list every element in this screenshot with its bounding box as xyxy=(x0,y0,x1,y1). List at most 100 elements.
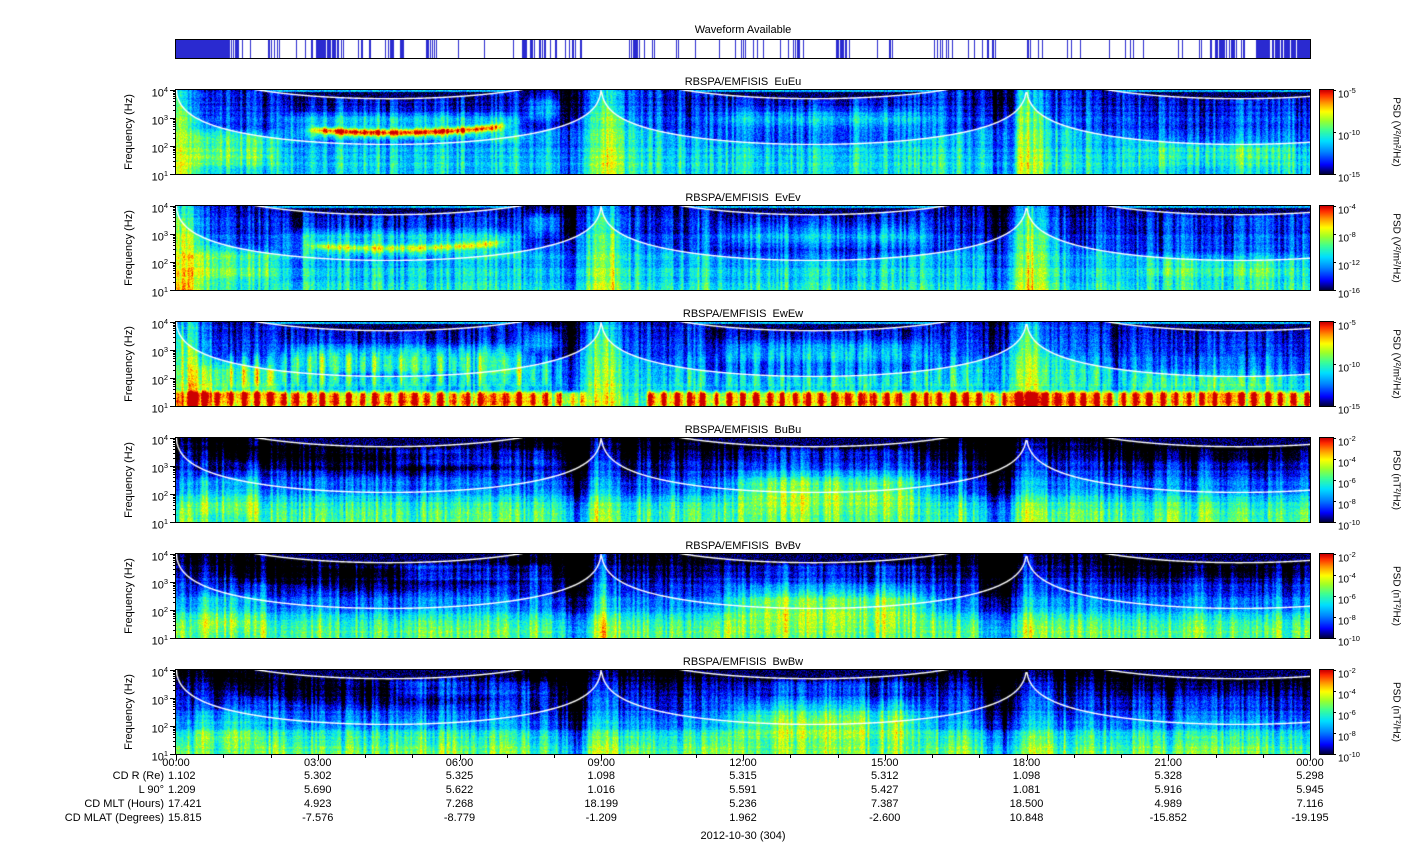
y-minor-tick-mark xyxy=(173,119,176,121)
y-tick-mark xyxy=(170,522,176,523)
power-exponent: -4 xyxy=(1349,455,1356,464)
colorbar-tick-mark xyxy=(1333,90,1336,91)
y-tick-mark xyxy=(170,438,176,439)
y-minor-tick-mark xyxy=(173,92,176,94)
ephemeris-value: 7.116 xyxy=(1296,798,1324,810)
colorbar-tick-mark xyxy=(1333,670,1336,671)
colorbar-tick-mark xyxy=(1333,459,1336,460)
ephemeris-value: 5.302 xyxy=(303,770,332,782)
colorbar-BvBv xyxy=(1319,553,1334,639)
spectrogram-canvas-EuEu xyxy=(176,90,1310,174)
y-minor-tick-mark xyxy=(173,712,176,714)
ephemeris-row-label: L 90° xyxy=(138,784,164,796)
power-exponent: -10 xyxy=(1349,750,1360,759)
y-minor-tick-mark xyxy=(173,122,176,124)
x-axis-tick-mark xyxy=(1310,755,1311,760)
y-minor-tick-mark xyxy=(173,616,176,618)
y-minor-tick-mark xyxy=(173,351,176,353)
power-exponent: 3 xyxy=(163,113,168,122)
y-minor-tick-mark xyxy=(173,225,176,227)
ephemeris-value: 5.945 xyxy=(1296,784,1324,796)
y-minor-tick-mark xyxy=(173,590,176,592)
x-axis-minor-tick-mark xyxy=(1262,755,1264,758)
y-minor-tick-mark xyxy=(173,583,176,585)
power-base: 10 xyxy=(151,723,164,736)
y-minor-tick-mark xyxy=(173,238,176,240)
colorbar-tick-mark xyxy=(1333,554,1336,555)
y-minor-tick-mark xyxy=(173,671,176,673)
power-exponent: -5 xyxy=(1349,318,1356,327)
y-minor-tick-mark xyxy=(173,380,176,382)
y-tick-mark xyxy=(170,262,176,263)
colorbar-canvas-BwBw xyxy=(1320,670,1333,754)
spectrogram-plot-EuEu xyxy=(175,89,1311,175)
waveform-availability-bar xyxy=(175,39,1311,59)
y-minor-tick-mark xyxy=(173,704,176,706)
y-minor-tick-mark xyxy=(173,737,176,739)
colorbar-tick-mark xyxy=(1333,174,1336,175)
power-base: 10 xyxy=(1338,669,1350,681)
power-exponent: 4 xyxy=(163,85,168,94)
power-exponent: -10 xyxy=(1349,634,1360,643)
y-minor-tick-mark xyxy=(173,124,176,126)
colorbar-BwBw xyxy=(1319,669,1334,755)
y-minor-tick-mark xyxy=(173,485,176,487)
panel-title-EuEu: RBSPA/EMFISIS EuEu xyxy=(684,76,802,88)
y-minor-tick-mark xyxy=(173,98,176,100)
y-minor-tick-mark xyxy=(173,330,176,332)
spectrogram-plot-BwBw xyxy=(175,669,1311,755)
x-axis-minor-tick-mark xyxy=(365,755,366,758)
y-minor-tick-mark xyxy=(173,356,176,358)
colorbar-tick-mark xyxy=(1333,322,1336,323)
power-exponent: 4 xyxy=(163,317,168,326)
ephemeris-value: 10.848 xyxy=(1009,812,1044,824)
x-axis-minor-tick-mark xyxy=(1121,755,1122,758)
y-minor-tick-mark xyxy=(173,584,176,586)
y-minor-tick-mark xyxy=(173,382,176,384)
colorbar-axis-label-EuEu: PSD (V²/m²/Hz) xyxy=(1390,97,1402,167)
y-tick-mark xyxy=(170,554,176,555)
x-axis-minor-tick-mark xyxy=(648,755,650,758)
y-minor-tick-mark xyxy=(173,129,176,131)
y-minor-tick-mark xyxy=(173,369,176,371)
y-minor-tick-mark xyxy=(173,558,176,560)
power-base: 10 xyxy=(1338,690,1350,702)
ephemeris-value: 5.591 xyxy=(729,784,757,796)
power-base: 10 xyxy=(151,695,164,708)
y-minor-tick-mark xyxy=(173,157,176,159)
waveform-availability-canvas xyxy=(176,40,1310,58)
ephemeris-value: 5.325 xyxy=(445,770,474,782)
power-base: 10 xyxy=(151,607,164,620)
spectrogram-plot-BuBu xyxy=(175,437,1311,523)
x-axis-tick-mark xyxy=(743,755,744,760)
x-axis-minor-tick-mark xyxy=(932,755,933,758)
colorbar-tick-label: 10-6 xyxy=(1338,475,1356,490)
power-base: 10 xyxy=(151,319,164,332)
panel-title-BwBw: RBSPA/EMFISIS BwBw xyxy=(682,656,804,668)
spectrogram-canvas-EwEw xyxy=(176,322,1310,406)
y-minor-tick-mark xyxy=(173,273,176,275)
y-tick-mark xyxy=(170,610,176,611)
y-minor-tick-mark xyxy=(173,94,176,96)
power-base: 10 xyxy=(1338,173,1350,185)
y-tick-label: 101 xyxy=(128,632,168,648)
power-base: 10 xyxy=(151,203,164,216)
power-exponent: -4 xyxy=(1349,687,1356,696)
power-exponent: 3 xyxy=(163,345,168,354)
ephemeris-value: -1.209 xyxy=(585,812,617,824)
spectrogram-canvas-EvEv xyxy=(176,206,1310,290)
y-minor-tick-mark xyxy=(173,556,176,558)
colorbar-canvas-BvBv xyxy=(1320,554,1333,638)
y-minor-tick-mark xyxy=(173,611,176,613)
power-exponent: -12 xyxy=(1349,258,1360,267)
y-minor-tick-mark xyxy=(173,361,176,363)
y-tick-label: 102 xyxy=(128,604,168,620)
ephemeris-value: 1.098 xyxy=(1012,770,1041,782)
power-exponent: -4 xyxy=(1349,202,1356,211)
power-exponent: 1 xyxy=(163,633,168,642)
power-base: 10 xyxy=(1338,753,1350,765)
y-minor-tick-mark xyxy=(173,220,176,222)
y-tick-label: 101 xyxy=(128,516,168,532)
colorbar-tick-label: 10-10 xyxy=(1338,517,1360,532)
y-minor-tick-mark xyxy=(173,242,176,244)
